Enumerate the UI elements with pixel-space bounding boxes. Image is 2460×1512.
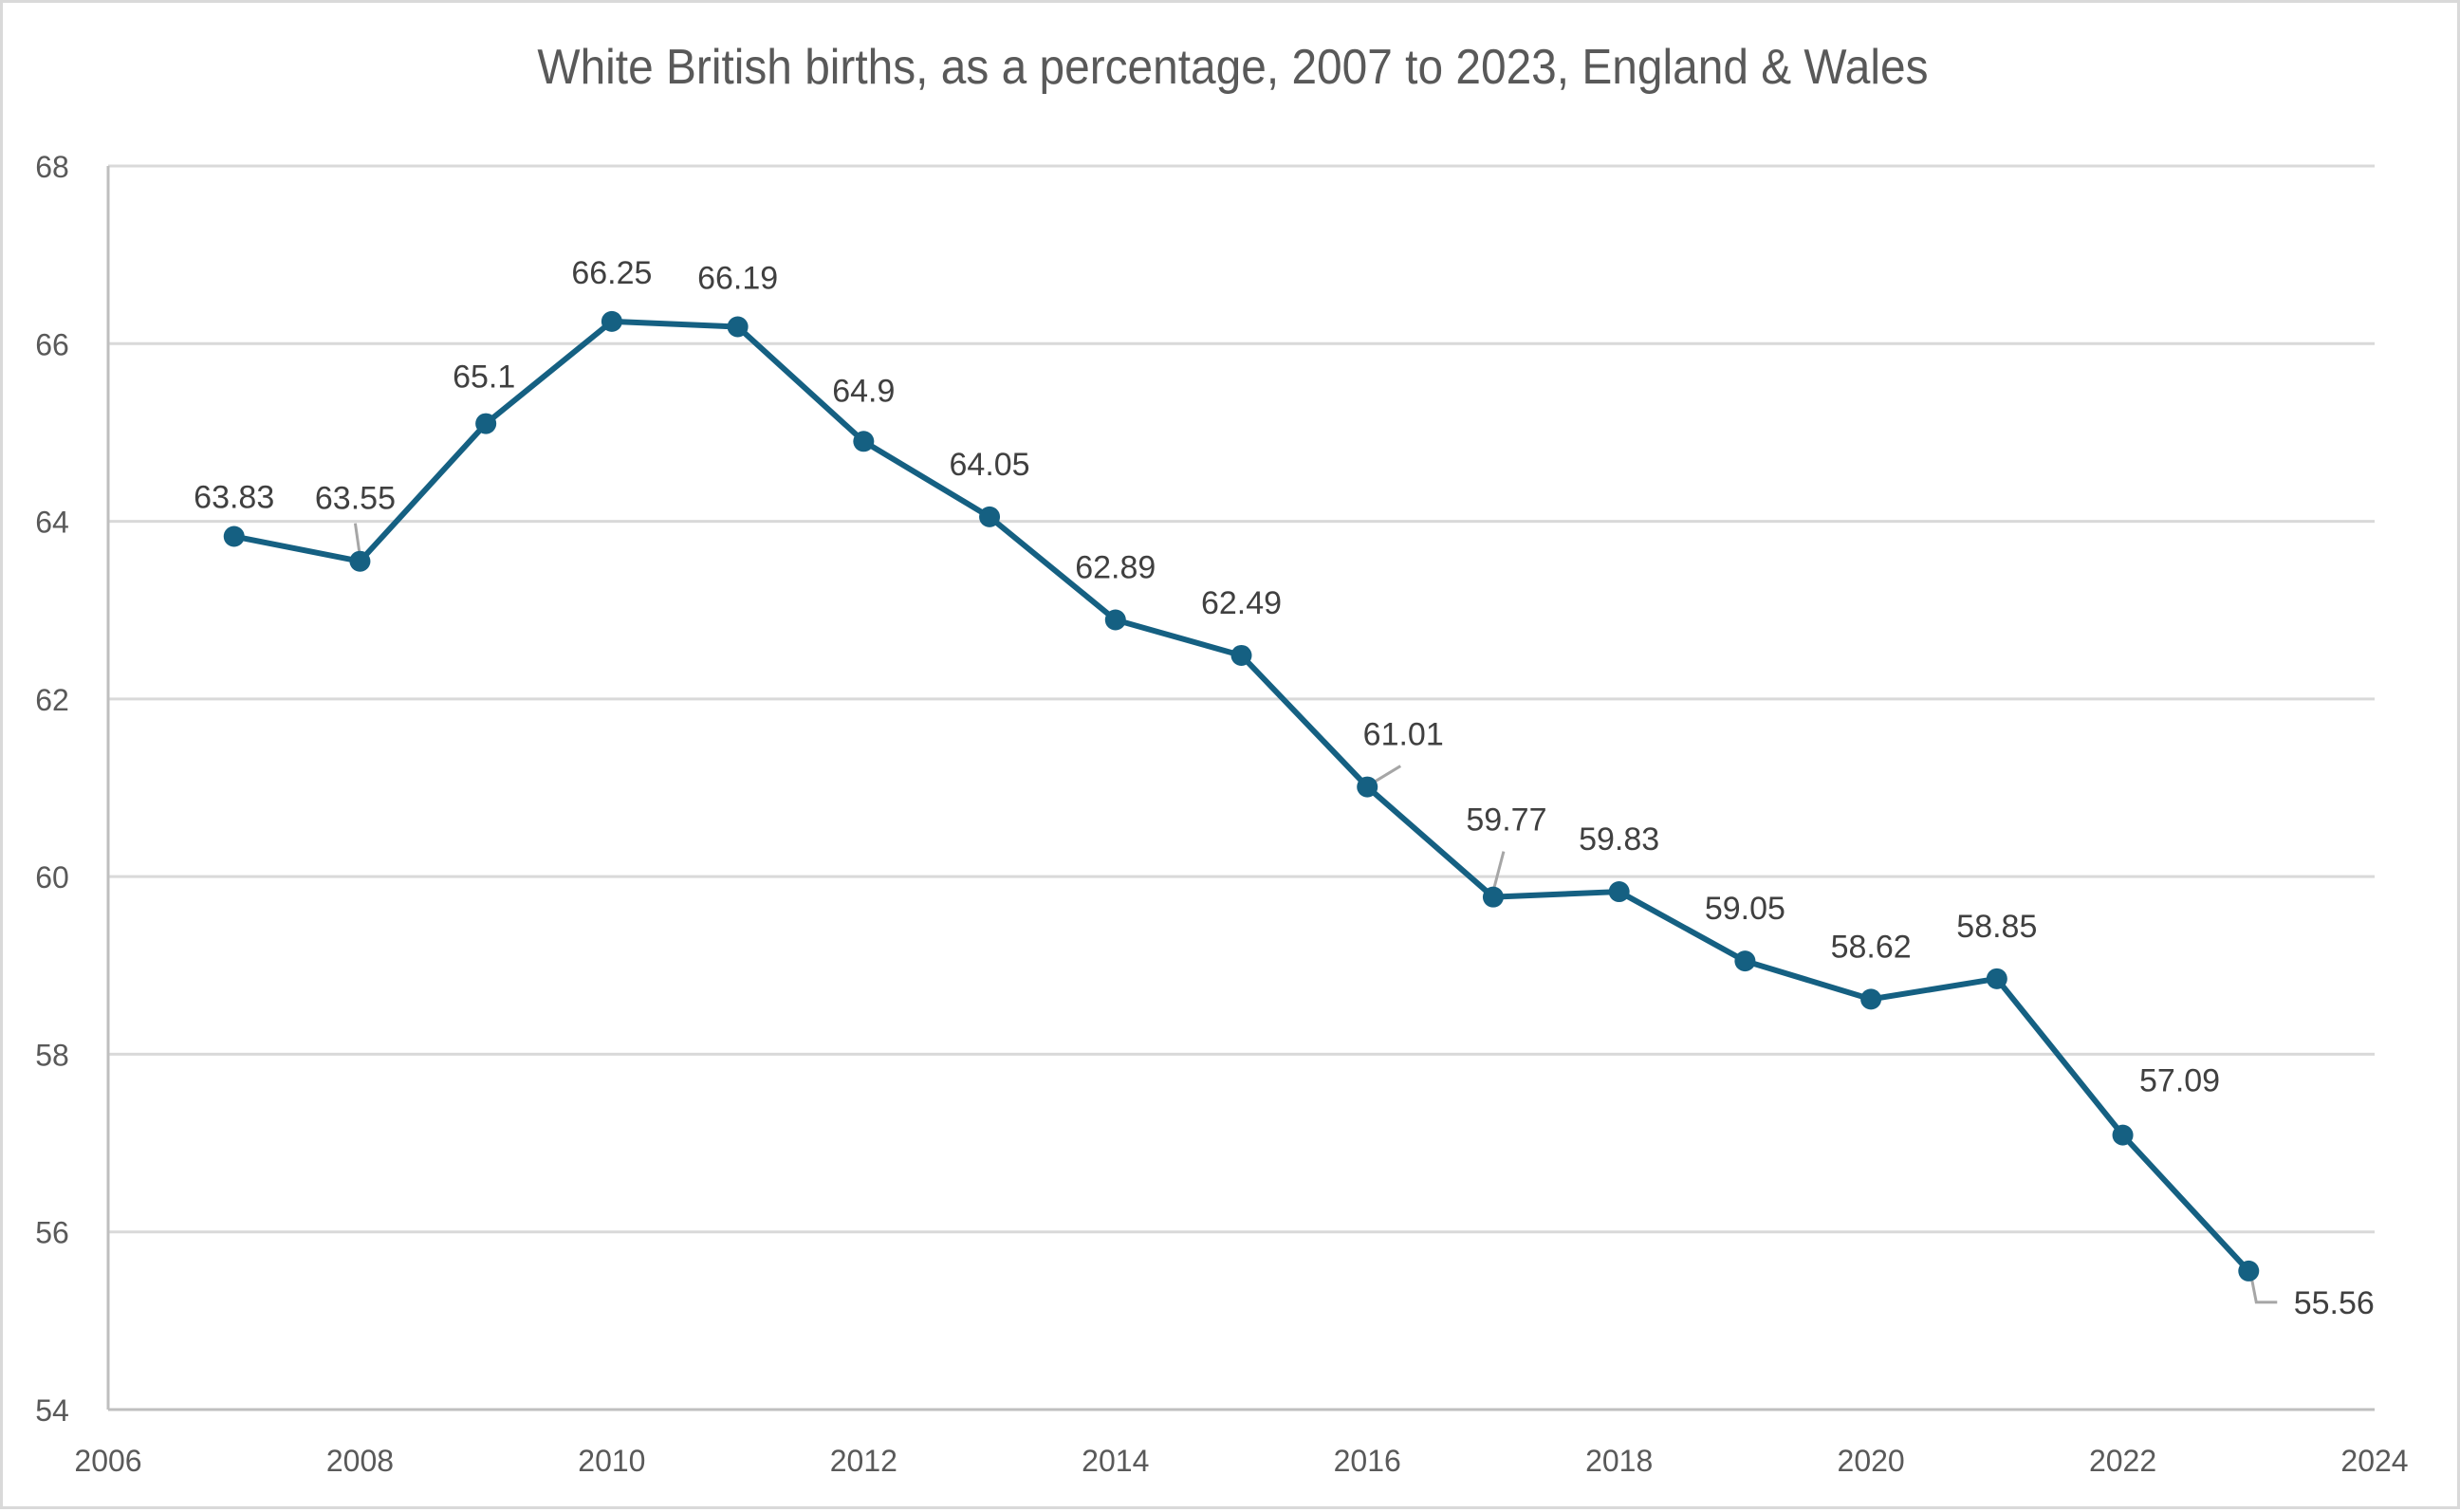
x-tick-label: 2016 (1334, 1444, 1401, 1478)
data-point-marker (1482, 886, 1504, 908)
data-point-marker (223, 526, 245, 547)
data-label: 66.25 (571, 255, 652, 291)
data-point-marker (1860, 988, 1882, 1010)
data-label: 58.85 (1956, 909, 2037, 945)
x-tick-label: 2020 (1838, 1444, 1905, 1478)
y-tick-label: 62 (35, 683, 69, 717)
data-point-marker (1230, 644, 1252, 666)
data-point-marker (349, 550, 371, 572)
data-label: 59.05 (1705, 891, 1785, 927)
data-label: 62.89 (1075, 550, 1156, 586)
y-tick-label: 56 (35, 1216, 69, 1250)
data-label: 59.77 (1466, 802, 1546, 839)
data-point-marker (727, 316, 749, 338)
data-point-marker (1104, 609, 1126, 631)
data-label: 64.05 (950, 447, 1030, 483)
data-markers (223, 310, 2260, 1282)
data-label: 58.62 (1831, 929, 1912, 965)
data-point-marker (853, 431, 875, 452)
data-labels: 63.83 63.55 65.1 66.25 66.19 64.9 64.05 62.89 62… (194, 255, 2375, 1321)
data-label: 57.09 (2139, 1063, 2220, 1099)
data-point-marker (601, 310, 622, 332)
y-tick-label: 60 (35, 860, 69, 894)
data-label: 61.01 (1363, 717, 1444, 753)
data-label: 63.83 (194, 479, 274, 515)
data-point-marker (2238, 1260, 2260, 1282)
data-label: 63.55 (315, 481, 396, 517)
series-polyline (231, 318, 2252, 1274)
data-point-marker (1608, 881, 1630, 903)
line-chart: 54 56 58 60 62 64 66 68 2006 2008 2010 2012 2014 201… (35, 150, 2408, 1478)
data-label: 59.83 (1579, 821, 1659, 857)
data-point-marker (979, 506, 1001, 527)
y-tick-label: 66 (35, 327, 69, 361)
axes (106, 166, 2375, 1411)
data-point-marker (475, 413, 497, 434)
chart-title: White British births, as a percentage, 2… (537, 40, 1929, 95)
x-tick-label: 2014 (1082, 1444, 1149, 1478)
gridlines (108, 164, 2375, 1234)
series-line (231, 318, 2252, 1274)
x-axis-tick-labels: 2006 2008 2010 2012 2014 2016 2018 2020 2022 2024 (74, 1444, 2408, 1478)
x-tick-label: 2012 (830, 1444, 897, 1478)
data-label: 55.56 (2294, 1285, 2375, 1321)
x-tick-label: 2008 (326, 1444, 394, 1478)
x-tick-label: 2018 (1585, 1444, 1653, 1478)
data-point-marker (1986, 968, 2007, 989)
y-tick-label: 54 (35, 1393, 69, 1428)
data-label: 64.9 (832, 373, 895, 409)
y-axis-tick-labels: 54 56 58 60 62 64 66 68 (35, 150, 69, 1428)
data-point-marker (2112, 1124, 2134, 1146)
y-tick-label: 68 (35, 150, 69, 184)
y-tick-label: 58 (35, 1038, 69, 1072)
data-point-marker (1357, 776, 1378, 798)
data-label: 66.19 (697, 260, 778, 296)
leader-line (1491, 851, 1506, 893)
x-tick-label: 2010 (578, 1444, 645, 1478)
y-tick-label: 64 (35, 506, 69, 540)
x-tick-label: 2024 (2340, 1444, 2408, 1478)
data-label: 62.49 (1201, 585, 1282, 621)
data-label: 65.1 (453, 360, 515, 396)
x-tick-label: 2006 (74, 1444, 141, 1478)
x-tick-label: 2022 (2089, 1444, 2156, 1478)
data-point-marker (1734, 950, 1756, 972)
leader-line (2248, 1272, 2278, 1304)
